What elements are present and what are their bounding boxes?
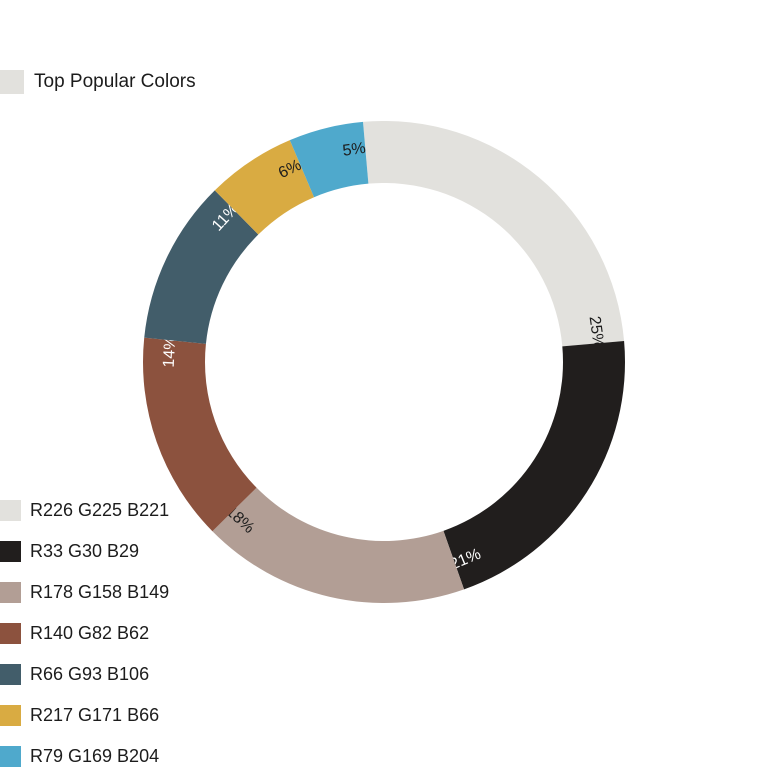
- legend-swatch: [0, 500, 21, 521]
- legend-item: R33 G30 B29: [0, 531, 169, 572]
- chart-title: Top Popular Colors: [34, 71, 196, 92]
- legend-label: R79 G169 B204: [30, 746, 160, 766]
- legend-swatch: [0, 582, 21, 603]
- title-swatch: [0, 70, 24, 94]
- legend-swatch: [0, 705, 21, 726]
- donut-slice: [362, 120, 625, 347]
- legend-label: R178 G158 B149: [30, 582, 170, 602]
- legend-swatch: [0, 623, 21, 644]
- slice-value-label: 25%: [586, 315, 607, 349]
- donut-slice: [443, 340, 626, 590]
- legend-item: R140 G82 B62: [0, 613, 169, 654]
- donut-slice: [289, 121, 369, 198]
- legend-label: R140 G82 B62: [30, 623, 150, 643]
- legend-label: R217 G171 B66: [30, 705, 160, 725]
- legend-label: R66 G93 B106: [30, 664, 150, 684]
- donut-slice: [144, 190, 259, 344]
- legend-item: R79 G169 B204: [0, 736, 169, 777]
- legend-item: R226 G225 B221: [0, 490, 169, 531]
- legend-item: R66 G93 B106: [0, 654, 169, 695]
- legend-item: R178 G158 B149: [0, 572, 169, 613]
- legend-label: R226 G225 B221: [30, 500, 170, 520]
- chart-title-row: Top Popular Colors: [0, 70, 196, 94]
- legend-swatch: [0, 541, 21, 562]
- legend-item: R217 G171 B66: [0, 695, 169, 736]
- slice-value-label: 5%: [342, 140, 367, 160]
- legend-swatch: [0, 664, 21, 685]
- legend: R226 G225 B221 R33 G30 B29 R178 G158 B149 R…: [0, 490, 169, 777]
- donut-slice: [214, 140, 315, 235]
- donut-slice: [212, 487, 465, 603]
- legend-swatch: [0, 746, 21, 767]
- donut-slice: [143, 337, 257, 532]
- slice-value-label: 14%: [161, 335, 180, 368]
- legend-label: R33 G30 B29: [30, 541, 140, 561]
